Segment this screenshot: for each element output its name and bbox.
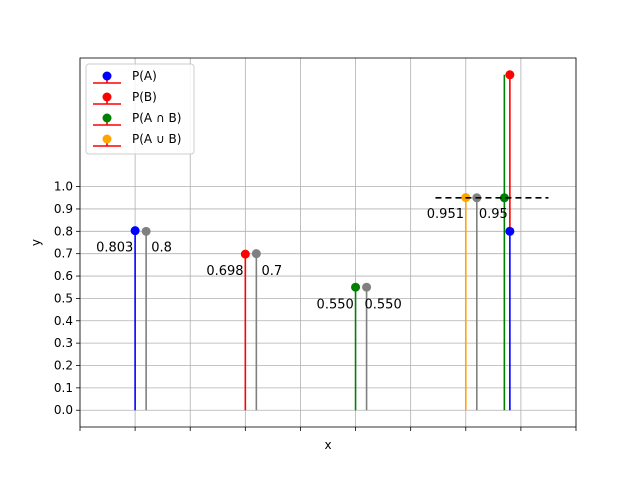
y-tick-label: 0.8: [54, 224, 73, 238]
value-annotation: 0.550: [365, 298, 402, 313]
x-axis-label: x: [324, 438, 331, 452]
y-tick-label: 0.0: [54, 403, 73, 417]
y-tick-label: 0.5: [54, 291, 73, 305]
value-annotation: 0.698: [206, 264, 243, 279]
plot-frame: [79, 57, 577, 428]
y-tick-label: 0.7: [54, 247, 73, 261]
stem-marker: [251, 249, 261, 259]
value-annotation: 0.951: [427, 207, 464, 222]
stem-marker: [362, 282, 372, 292]
legend-box: [85, 63, 195, 155]
stem-series: [130, 70, 515, 411]
legend-label: P(A ∩ B): [132, 111, 181, 125]
y-tick-label: 0.9: [54, 202, 73, 216]
stem-marker: [499, 193, 509, 203]
y-tick-label: 0.2: [54, 359, 73, 373]
grid-lines: [79, 58, 577, 427]
value-annotation: 0.550: [317, 298, 354, 313]
legend-marker: [102, 113, 112, 123]
y-tick-label: 0.3: [54, 336, 73, 350]
legend-marker: [102, 71, 112, 81]
stem-marker: [240, 249, 250, 259]
stem-marker: [505, 226, 515, 236]
stem-marker: [351, 282, 361, 292]
legend-marker: [102, 134, 112, 144]
stem-marker: [141, 226, 151, 236]
value-annotation: 0.803: [96, 241, 133, 256]
y-tick-label: 1.0: [54, 180, 73, 194]
value-annotation: 0.8: [151, 241, 172, 256]
stem-marker: [130, 226, 140, 236]
legend-label: P(B): [132, 90, 157, 104]
y-tick-label: 0.4: [54, 314, 73, 328]
legend-marker: [102, 92, 112, 102]
legend-label: P(A): [132, 69, 157, 83]
y-tick-label: 0.6: [54, 269, 73, 283]
x-axis-ticks: [79, 427, 577, 431]
legend: P(A) P(B) P(A ∩ B) P(A ∪ B): [85, 63, 195, 155]
y-axis-ticks: 0.0 0.1 0.2 0.3 0.4 0.5 0.6 0.7 0.8 0.9 1.0: [54, 180, 80, 417]
value-annotations: 0.803 0.8 0.698 0.7 0.550 0.550 0.951 0.95: [96, 207, 508, 313]
legend-label: P(A ∪ B): [132, 132, 181, 146]
y-tick-label: 0.1: [54, 381, 73, 395]
value-annotation: 0.95: [479, 207, 508, 222]
y-axis-label: y: [29, 239, 43, 246]
stem-marker: [505, 70, 515, 80]
value-annotation: 0.7: [261, 264, 282, 279]
